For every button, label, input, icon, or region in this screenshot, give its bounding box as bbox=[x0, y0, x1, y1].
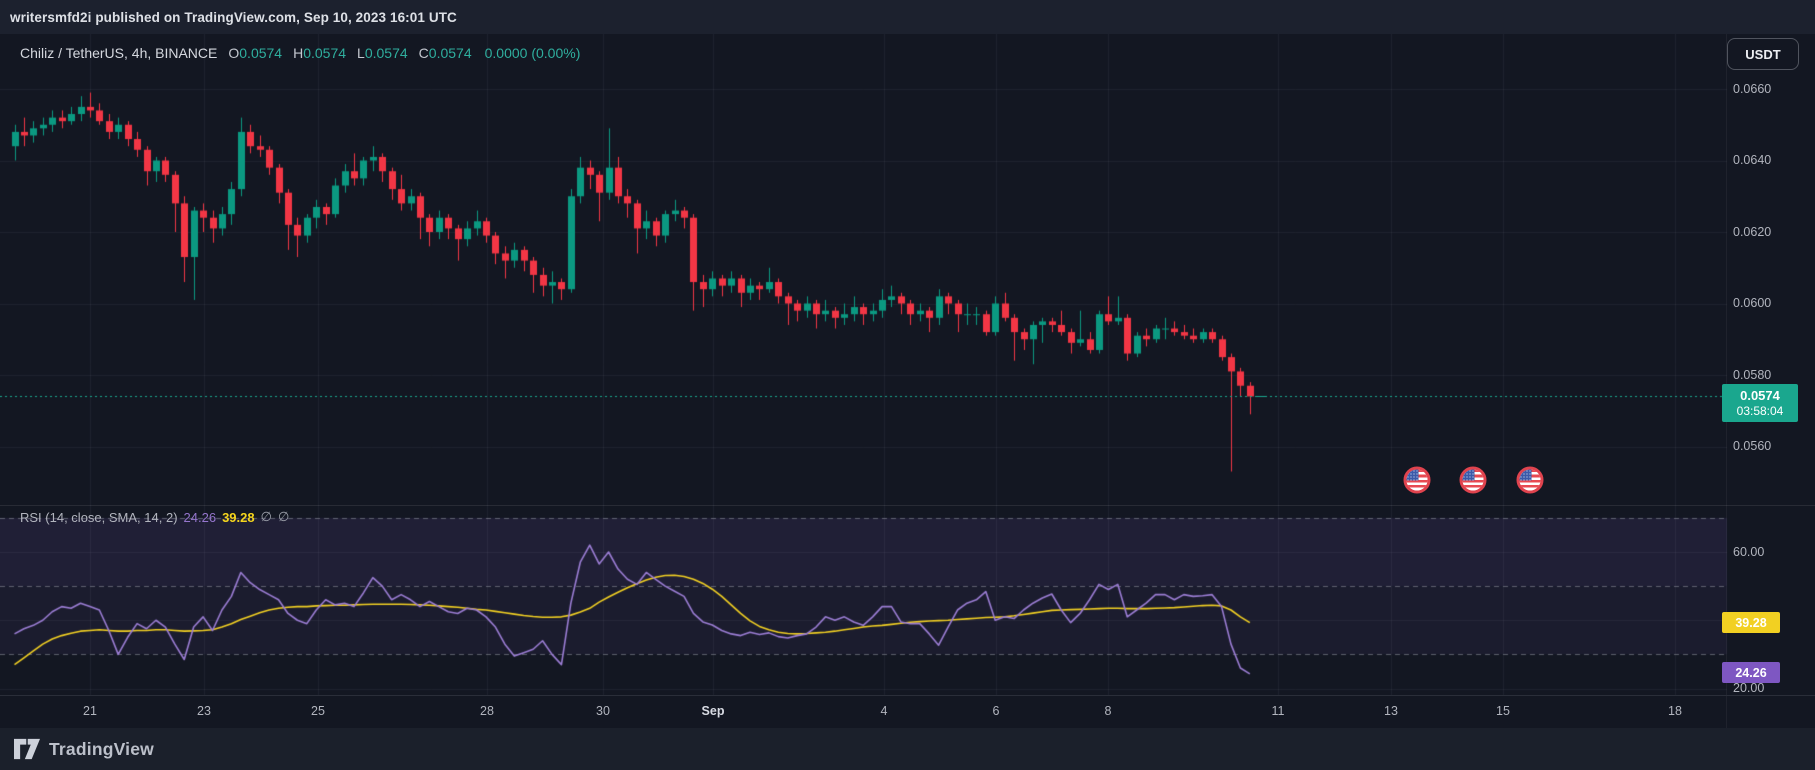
currency-toggle-button[interactable]: USDT bbox=[1727, 38, 1799, 70]
close-label: C0.0574 bbox=[418, 45, 472, 61]
time-axis-label: 21 bbox=[83, 704, 97, 718]
tradingview-brand-text[interactable]: TradingView bbox=[49, 738, 154, 759]
symbol-title: Chiliz / TetherUS, 4h, BINANCE bbox=[20, 45, 218, 61]
time-axis-label: 15 bbox=[1496, 704, 1510, 718]
rsi-legend: RSI (14, close, SMA, 14, 2) 24.26 39.28 … bbox=[20, 509, 289, 525]
footer-bar: TradingView bbox=[0, 728, 1815, 770]
time-axis-label: 18 bbox=[1668, 704, 1682, 718]
price-axis-label: 0.0580 bbox=[1733, 367, 1772, 382]
us-flag-icon[interactable] bbox=[1459, 466, 1487, 494]
time-axis-label: Sep bbox=[701, 704, 725, 718]
low-value: 0.0574 bbox=[364, 45, 408, 61]
open-value: 0.0574 bbox=[239, 45, 283, 61]
time-axis-label: 30 bbox=[596, 704, 610, 718]
close-value: 0.0574 bbox=[428, 45, 472, 61]
rsi-null-b: ∅ bbox=[277, 509, 290, 524]
time-axis-label: 8 bbox=[1104, 704, 1112, 718]
current-price: 0.0574 bbox=[1740, 388, 1780, 403]
time-axis-label: 25 bbox=[311, 704, 325, 718]
change-value: 0.0000 (0.00%) bbox=[484, 45, 581, 61]
price-axis-label: 0.0620 bbox=[1733, 224, 1772, 239]
time-axis-label: 23 bbox=[197, 704, 211, 718]
current-price-badge: 0.0574 03:58:04 bbox=[1722, 384, 1798, 422]
time-axis-label: 13 bbox=[1384, 704, 1398, 718]
rsi-axis-label: 60.00 bbox=[1733, 544, 1765, 559]
rsi-sma-value: 39.28 bbox=[222, 509, 255, 525]
pane-separator[interactable] bbox=[0, 505, 1815, 506]
rsi-null-a: ∅ bbox=[260, 509, 272, 524]
rsi-axis-label: 20.00 bbox=[1733, 681, 1765, 695]
open-label: O0.0574 bbox=[228, 45, 283, 61]
price-axis-label: 0.0640 bbox=[1733, 153, 1772, 167]
bar-countdown: 03:58:04 bbox=[1736, 404, 1784, 418]
high-value: 0.0574 bbox=[303, 45, 347, 61]
time-axis-label: 6 bbox=[992, 704, 1000, 718]
high-label: H0.0574 bbox=[293, 45, 347, 61]
rsi-sma-badge: 39.28 bbox=[1722, 612, 1780, 633]
price-axis-label: 0.0560 bbox=[1733, 439, 1772, 453]
time-axis[interactable]: 21 23 25 28 30 Sep 4 6 8 11 13 15 18 bbox=[0, 695, 1815, 729]
symbol-legend: Chiliz / TetherUS, 4h, BINANCE O0.0574 H… bbox=[20, 44, 580, 62]
us-flag-icon[interactable] bbox=[1403, 466, 1431, 494]
low-label: L0.0574 bbox=[357, 45, 408, 61]
price-axis-label: 0.0660 bbox=[1733, 81, 1772, 96]
publish-bar: writersmfd2i published on TradingView.co… bbox=[0, 0, 1815, 34]
time-axis-label: 28 bbox=[480, 704, 494, 718]
time-axis-label: 4 bbox=[880, 704, 888, 718]
time-axis-label: 11 bbox=[1271, 704, 1285, 718]
publish-text: writersmfd2i published on TradingView.co… bbox=[10, 9, 457, 25]
rsi-value: 24.26 bbox=[183, 509, 217, 525]
price-axis-label: 0.0600 bbox=[1733, 296, 1772, 310]
rsi-title: RSI (14, close, SMA, 14, 2) bbox=[20, 509, 178, 525]
tradingview-logo-icon[interactable] bbox=[14, 737, 40, 761]
us-flag-icon[interactable] bbox=[1516, 466, 1544, 494]
rsi-last-badge: 24.26 bbox=[1722, 662, 1780, 683]
scale-separator bbox=[1726, 34, 1727, 728]
